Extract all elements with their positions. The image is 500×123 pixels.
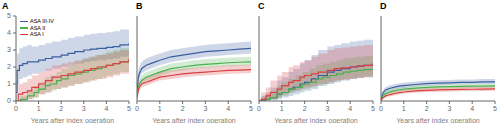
svg-text:Years after index operation: Years after index operation [31,117,115,123]
svg-text:3: 3 [447,105,451,112]
svg-text:2: 2 [425,105,429,112]
svg-text:5: 5 [371,105,375,112]
html-text:ASA II: ASA II [30,24,46,31]
svg-text:4: 4 [226,105,230,112]
svg-text:5: 5 [8,12,11,19]
svg-text:Years after index operation: Years after index operation [396,117,480,123]
svg-text:3: 3 [82,105,86,112]
svg-text:2: 2 [8,63,11,70]
svg-text:5: 5 [127,105,131,112]
svg-text:0: 0 [14,105,18,112]
svg-text:1: 1 [280,105,284,112]
svg-text:1: 1 [37,105,41,112]
svg-text:4: 4 [104,105,108,112]
svg-text:3: 3 [8,46,11,53]
svg-text:3: 3 [325,105,329,112]
svg-text:4: 4 [8,29,11,36]
svg-text:1: 1 [8,80,11,87]
svg-text:1: 1 [158,105,162,112]
svg-text:5: 5 [249,105,253,112]
svg-text:4: 4 [348,105,352,112]
svg-text:0: 0 [379,105,383,112]
svg-text:4: 4 [470,105,474,112]
svg-text:Years after index operation: Years after index operation [152,117,236,123]
svg-text:0: 0 [8,97,11,104]
svg-text:2: 2 [181,105,185,112]
html-text:D: D [380,1,387,11]
svg-text:Years after index operation: Years after index operation [274,117,358,123]
svg-text:0: 0 [257,105,261,112]
html-text:C: C [258,1,265,11]
svg-text:2: 2 [59,105,63,112]
html-text:ASA I: ASA I [30,31,44,37]
svg-text:3: 3 [203,105,207,112]
svg-text:0: 0 [135,105,139,112]
svg-text:1: 1 [402,105,406,112]
html-text:ASA III-IV: ASA III-IV [30,18,54,24]
svg-text:2: 2 [303,105,307,112]
html-text:A: A [2,1,9,11]
html-text:B: B [136,1,143,11]
